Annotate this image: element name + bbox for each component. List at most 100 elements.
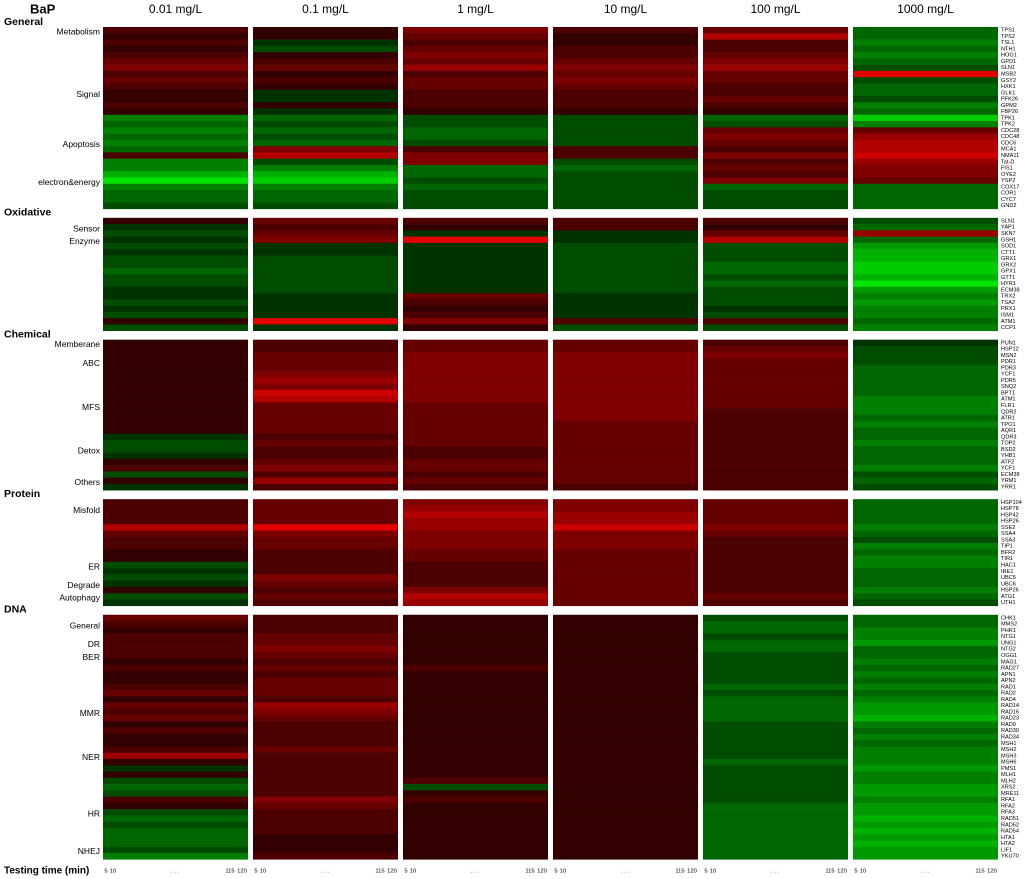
cell <box>553 809 698 816</box>
panel-title: General <box>4 16 43 28</box>
cell <box>403 784 548 791</box>
gene-label: GPX1 <box>1001 269 1016 275</box>
cell <box>853 671 998 678</box>
group-label: ABC <box>83 358 100 368</box>
cell <box>853 614 998 622</box>
cell <box>553 146 698 153</box>
cell <box>103 846 248 854</box>
cell <box>553 536 698 544</box>
cell <box>703 511 848 519</box>
cell <box>703 236 848 244</box>
cell <box>553 83 698 90</box>
gene-label: YCF1 <box>1001 372 1015 378</box>
cell <box>103 261 248 269</box>
cell <box>853 305 998 313</box>
cell <box>553 152 698 159</box>
cell <box>253 696 398 703</box>
gene-label: MSH1 <box>1001 741 1017 747</box>
cell <box>703 396 848 403</box>
gene-label: GPD1 <box>1001 59 1016 65</box>
gene-label: MLH1 <box>1001 772 1016 778</box>
cell <box>853 440 998 447</box>
cell <box>253 83 398 90</box>
cell <box>103 352 248 359</box>
cell <box>703 593 848 600</box>
cell <box>403 183 548 191</box>
gene-label: ISM1 <box>1001 312 1014 318</box>
cell <box>253 530 398 538</box>
cell <box>253 614 398 622</box>
cell <box>703 45 848 53</box>
gene-label: PUN1 <box>1001 340 1016 346</box>
cell <box>253 505 398 513</box>
gene-label: SSA3 <box>1001 537 1015 543</box>
cell <box>103 433 248 441</box>
cell <box>703 293 848 300</box>
cell <box>253 177 398 185</box>
cell <box>553 586 698 594</box>
cell <box>553 70 698 78</box>
group-label: Others <box>74 477 100 487</box>
cell <box>253 183 398 191</box>
cell <box>403 664 548 672</box>
cell <box>553 402 698 409</box>
gene-label: ECM38 <box>1001 472 1020 478</box>
cell <box>703 402 848 409</box>
cell <box>553 89 698 97</box>
cell <box>703 827 848 835</box>
cell <box>253 108 398 116</box>
cell <box>703 477 848 485</box>
cell <box>553 339 698 347</box>
cell <box>103 733 248 741</box>
cell <box>553 39 698 47</box>
cell <box>853 809 998 816</box>
cell <box>103 89 248 97</box>
cell <box>253 267 398 275</box>
gene-label: OYE2 <box>1001 172 1016 178</box>
cell <box>553 846 698 854</box>
cell <box>103 727 248 735</box>
cell <box>703 364 848 372</box>
cell <box>553 543 698 550</box>
cell <box>853 146 998 153</box>
cell <box>853 318 998 325</box>
gene-label: SSA4 <box>1001 531 1015 537</box>
cell <box>553 646 698 653</box>
cell <box>703 202 848 210</box>
cell <box>703 683 848 691</box>
cell <box>403 721 548 728</box>
cell <box>403 45 548 53</box>
cell <box>853 652 998 659</box>
cell <box>403 33 548 40</box>
cell <box>403 555 548 563</box>
cell <box>553 139 698 147</box>
group-label: Degrade <box>67 580 100 590</box>
cell <box>853 358 998 366</box>
cell <box>253 249 398 256</box>
cell <box>703 821 848 829</box>
cell <box>403 633 548 641</box>
cell <box>253 853 398 860</box>
gene-label: FIS1 <box>1001 166 1013 172</box>
cell <box>703 727 848 735</box>
cell <box>403 339 548 347</box>
cell <box>253 171 398 178</box>
cell <box>403 64 548 72</box>
time-label: 120 <box>687 869 697 875</box>
cell <box>703 249 848 256</box>
cell <box>253 242 398 250</box>
cell <box>703 853 848 860</box>
cell <box>103 802 248 810</box>
cell <box>853 408 998 416</box>
cell <box>253 543 398 550</box>
cell <box>403 549 548 556</box>
time-label: 115 <box>825 869 834 875</box>
cell <box>703 771 848 779</box>
time-label: 115 <box>525 869 534 875</box>
cell <box>853 280 998 288</box>
gene-label: HOG1 <box>1001 53 1017 59</box>
cell <box>253 465 398 472</box>
cell <box>703 58 848 65</box>
cell <box>253 646 398 653</box>
gene-label: APN2 <box>1001 678 1016 684</box>
